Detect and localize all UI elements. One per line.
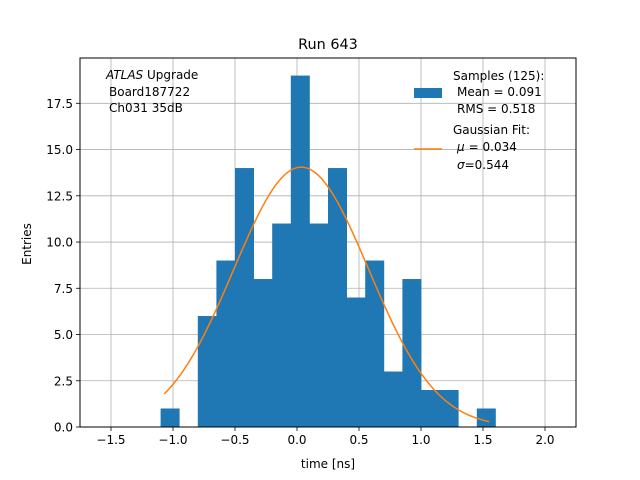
- gaussian-fit-layer: [163, 166, 490, 423]
- y-axis-label: Entries: [20, 223, 34, 265]
- atlas-rest: Upgrade: [143, 68, 198, 82]
- x-tick-label: 0.0: [287, 433, 306, 447]
- legend-samples-swatch: [414, 88, 442, 98]
- y-tick-label: 12.5: [46, 189, 73, 203]
- legend-fit-label: Gaussian Fit:: [453, 123, 530, 137]
- annotation-line-2: Board187722: [109, 85, 190, 99]
- x-tick-label: −1.5: [96, 433, 125, 447]
- legend-samples-label: Samples (125):: [453, 69, 544, 83]
- sigma-value: =0.544: [465, 158, 509, 172]
- y-tick-label: 15.0: [46, 143, 73, 157]
- legend-fit-sigma: σ=0.544: [457, 158, 509, 172]
- mu-value: = 0.034: [469, 140, 517, 154]
- y-tick-label: 5.0: [54, 328, 73, 342]
- y-tick-label: 7.5: [54, 282, 73, 296]
- histogram-bar: [253, 279, 273, 427]
- histogram-bar: [383, 371, 403, 427]
- plot-frame: [79, 57, 577, 428]
- atlas-italic: ATLAS: [105, 68, 144, 82]
- chart-title: Run 643: [298, 37, 358, 53]
- legend-fit-mu: μ = 0.034: [456, 140, 517, 154]
- legend: Samples (125): Mean = 0.091 RMS = 0.518 …: [414, 69, 544, 172]
- histogram-bar: [365, 260, 385, 427]
- histogram-bar: [346, 297, 366, 427]
- legend-samples-rms: RMS = 0.518: [457, 102, 535, 116]
- histogram-bar: [160, 408, 180, 427]
- x-tick-label: −0.5: [220, 433, 249, 447]
- histogram-bar: [272, 223, 292, 427]
- annotation-line-1: ATLAS Upgrade: [105, 68, 198, 82]
- annotation-text: ATLAS Upgrade Board187722 Ch031 35dB: [105, 68, 198, 115]
- histogram-bars: [160, 75, 496, 428]
- y-tick-label: 0.0: [54, 421, 73, 435]
- x-tick-label: −1.0: [158, 433, 187, 447]
- y-tick-label: 2.5: [54, 374, 73, 388]
- histogram-bar: [328, 168, 347, 428]
- x-axis-label: time [ns]: [301, 457, 355, 471]
- histogram-bar: [476, 408, 496, 427]
- histogram-bar: [309, 223, 329, 427]
- mu-symbol: μ: [456, 140, 465, 154]
- legend-samples-mean: Mean = 0.091: [457, 85, 542, 99]
- gaussian-fit-line: [163, 166, 490, 423]
- histogram-bar: [290, 75, 310, 428]
- histogram-bar: [216, 260, 236, 427]
- annotation-line-3: Ch031 35dB: [109, 101, 183, 115]
- x-tick-label: 1.0: [411, 433, 430, 447]
- histogram-bar: [197, 316, 217, 427]
- histogram-bar: [402, 279, 422, 427]
- x-tick-label: 2.0: [535, 433, 554, 447]
- x-tick-label: 1.5: [473, 433, 492, 447]
- histogram-bar: [421, 390, 440, 427]
- histogram-bar: [235, 168, 254, 428]
- y-tick-label: 10.0: [46, 236, 73, 250]
- sigma-symbol: σ: [457, 158, 465, 172]
- x-tick-label: 0.5: [349, 433, 368, 447]
- axis-ticks: −1.5 −1.0 −0.5 0.0 0.5 1.0 1.5 2.0 0.0 2.5 5.0 7.5 1…: [46, 97, 554, 447]
- y-tick-label: 17.5: [46, 97, 73, 111]
